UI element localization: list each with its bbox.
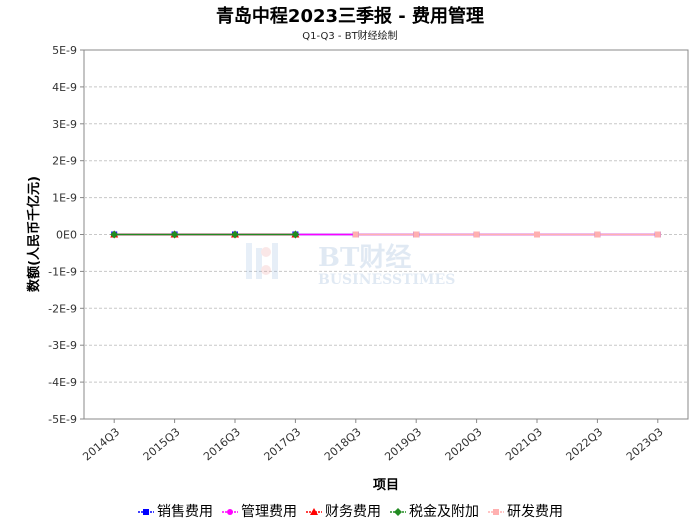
x-tick-label: 2019Q3 (382, 425, 424, 463)
legend-label: 财务费用 (325, 504, 381, 520)
x-tick-label: 2021Q3 (503, 425, 545, 463)
y-axis-ticks: 5E-9 4E-9 3E-9 2E-9 1E-9 0E0 -1E-9 -2E-9 -3E-9 -4… (48, 44, 84, 426)
legend-swatch (390, 508, 406, 516)
y-tick-label: 0E0 (56, 229, 77, 242)
x-tick-label: 2022Q3 (564, 425, 606, 463)
legend-item-0: 销售费用 (137, 501, 213, 521)
legend-item-3: 税金及附加 (389, 501, 479, 521)
x-tick-label: 2016Q3 (201, 425, 243, 463)
data-point-3 (231, 230, 239, 239)
y-tick-label: -2E-9 (48, 302, 77, 315)
y-tick-label: 4E-9 (52, 81, 77, 94)
x-axis-ticks: 2014Q3 2015Q3 2016Q3 2017Q3 2018Q3 2019Q3 2020… (80, 419, 666, 463)
data-point-4 (352, 231, 359, 238)
chart-subtitle: Q1-Q3 - BT财经绘制 (302, 31, 398, 42)
chart-legend: 销售费用 管理费用 财务费用 税金及附加 研发费用 (0, 501, 700, 521)
x-tick-label: 2018Q3 (322, 425, 364, 463)
y-tick-label: 3E-9 (52, 118, 77, 131)
legend-label: 管理费用 (241, 504, 297, 520)
legend-marker (394, 508, 402, 516)
x-tick-label: 2014Q3 (80, 425, 122, 463)
legend-item-4: 研发费用 (487, 501, 563, 521)
legend-marker (310, 508, 318, 515)
data-point-3 (110, 230, 119, 239)
legend-label: 研发费用 (507, 504, 563, 520)
y-tick-label: -4E-9 (48, 376, 77, 389)
legend-swatch (488, 509, 504, 515)
y-tick-label: -3E-9 (48, 339, 77, 352)
legend-item-2: 财务费用 (305, 501, 381, 521)
grid-lines (84, 86, 688, 383)
y-tick-label: 5E-9 (52, 44, 77, 57)
legend-label: 销售费用 (157, 504, 213, 520)
data-point-3 (291, 230, 300, 239)
chart-title: 青岛中程2023三季报 - 费用管理 (215, 6, 485, 27)
data-point-4 (534, 231, 540, 238)
legend-swatch (138, 509, 154, 515)
watermark-logo-text: BT财经 (318, 242, 411, 273)
x-tick-label: 2015Q3 (141, 425, 183, 463)
data-point-4 (413, 231, 420, 238)
data-point-4 (594, 231, 601, 238)
line-chart: BT财经 BUSINESSTIMES 5E-9 4E-9 3E-9 2E-9 1E-9 0… (26, 44, 689, 493)
legend-marker (227, 509, 233, 515)
x-tick-label: 2017Q3 (262, 425, 304, 463)
y-tick-label: 2E-9 (52, 155, 77, 168)
legend-item-1: 管理费用 (221, 501, 297, 521)
y-axis-label: 数额(人民币千亿元) (26, 176, 42, 292)
x-axis-label: 项目 (373, 478, 399, 493)
series-markers (110, 230, 661, 239)
x-tick-label: 2023Q3 (624, 425, 666, 463)
legend-marker (493, 509, 499, 515)
legend-swatch (222, 509, 238, 515)
legend-marker (143, 509, 149, 515)
y-tick-label: 1E-9 (52, 192, 77, 205)
x-tick-label: 2020Q3 (443, 425, 485, 463)
y-tick-label: -1E-9 (48, 265, 77, 278)
data-point-4 (473, 231, 480, 238)
data-point-4 (654, 231, 661, 238)
legend-label: 税金及附加 (409, 504, 479, 520)
bt-watermark-logo: BT财经 BUSINESSTIMES (246, 242, 455, 288)
y-tick-label: -5E-9 (48, 413, 77, 426)
data-point-3 (170, 230, 179, 239)
legend-swatch (306, 508, 322, 515)
watermark-sub-text: BUSINESSTIMES (318, 272, 455, 288)
